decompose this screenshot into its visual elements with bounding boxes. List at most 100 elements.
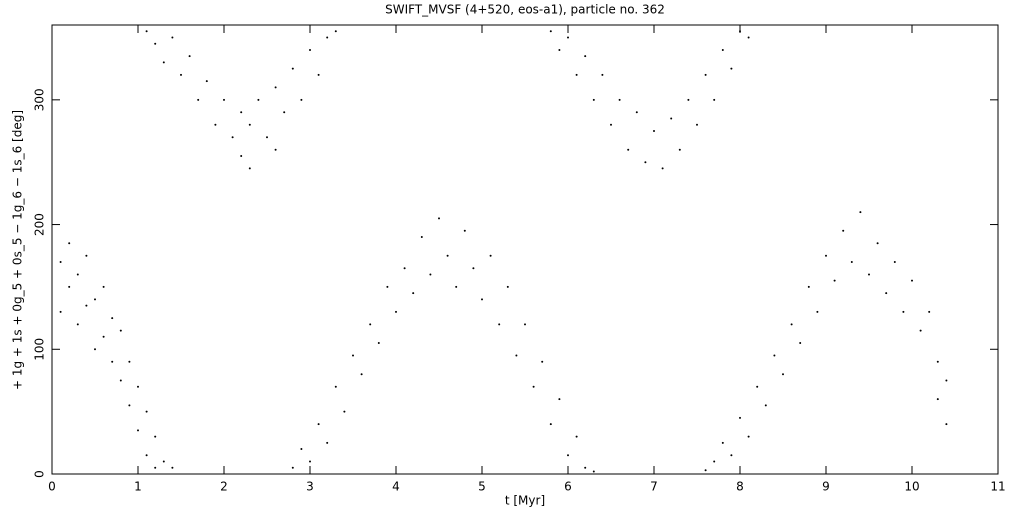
plot-frame [51, 24, 999, 475]
x-tick-label: 4 [392, 480, 400, 494]
point [257, 98, 260, 101]
point [653, 130, 655, 133]
point [128, 404, 131, 407]
point [696, 123, 698, 126]
point [76, 273, 79, 276]
point [885, 292, 888, 295]
point [283, 111, 286, 114]
point [223, 98, 225, 101]
point [386, 285, 389, 288]
point [205, 80, 208, 83]
point [171, 466, 174, 469]
point [567, 36, 569, 39]
point [524, 323, 526, 326]
point [532, 385, 535, 388]
point [782, 373, 784, 376]
point [876, 242, 879, 245]
y-tick-label: 200 [33, 213, 47, 236]
point [549, 30, 552, 33]
point [248, 167, 251, 170]
point [936, 360, 939, 363]
point [842, 229, 845, 232]
point [541, 360, 544, 363]
point [799, 342, 802, 345]
point [111, 317, 114, 320]
point [928, 310, 931, 313]
point [816, 310, 819, 313]
x-tick-label: 3 [306, 480, 314, 494]
point [704, 469, 707, 472]
point [395, 310, 397, 313]
point [76, 323, 79, 326]
point [137, 385, 139, 388]
point [68, 285, 71, 288]
point [575, 73, 578, 76]
point [756, 385, 759, 388]
point [610, 123, 612, 126]
point [119, 329, 122, 332]
point [446, 254, 449, 257]
point [291, 466, 294, 469]
point [360, 373, 363, 376]
x-tick-label: 9 [822, 480, 830, 494]
point [145, 454, 148, 457]
point [919, 329, 922, 332]
point [661, 167, 664, 170]
x-tick-label: 2 [220, 480, 228, 494]
point [145, 410, 148, 413]
point [747, 36, 750, 39]
chart-title: SWIFT_MVSF (4+520, eos-a1), particle no.… [385, 3, 665, 17]
point [309, 460, 311, 463]
point [515, 354, 518, 357]
point [102, 285, 105, 288]
x-axis-label: t [Myr] [505, 494, 545, 508]
point [945, 423, 948, 426]
point [317, 423, 320, 426]
point [326, 441, 329, 444]
x-tick-label: 8 [736, 480, 744, 494]
point [180, 73, 182, 76]
point [825, 254, 827, 257]
point [567, 454, 569, 457]
point [266, 136, 268, 139]
point [618, 98, 621, 101]
point [403, 267, 406, 270]
point [94, 348, 96, 351]
point [790, 323, 793, 326]
point [558, 48, 561, 51]
point [739, 416, 741, 419]
point [730, 67, 733, 70]
y-tick-label: 100 [33, 338, 47, 361]
x-tick-label: 5 [478, 480, 486, 494]
point [764, 404, 767, 407]
x-tick-label: 7 [650, 480, 658, 494]
point [68, 242, 71, 245]
point [704, 73, 707, 76]
x-tick-label: 1 [134, 480, 142, 494]
point [317, 73, 320, 76]
point [274, 86, 277, 89]
point [429, 273, 432, 276]
point [713, 98, 716, 101]
point [859, 211, 862, 214]
point [584, 55, 587, 58]
point [102, 335, 105, 338]
point [472, 267, 475, 270]
x-tick-label: 11 [990, 480, 1005, 494]
point [334, 30, 337, 33]
x-tick-label: 10 [904, 480, 919, 494]
point [498, 323, 501, 326]
point [739, 30, 741, 33]
point [592, 470, 595, 473]
y-tick-label: 300 [33, 88, 47, 111]
point [274, 148, 277, 151]
point [309, 48, 311, 51]
point [240, 154, 243, 157]
point [119, 379, 122, 382]
point [558, 398, 561, 401]
point [145, 30, 148, 33]
point [162, 460, 165, 463]
point [730, 454, 733, 457]
point [687, 98, 690, 101]
